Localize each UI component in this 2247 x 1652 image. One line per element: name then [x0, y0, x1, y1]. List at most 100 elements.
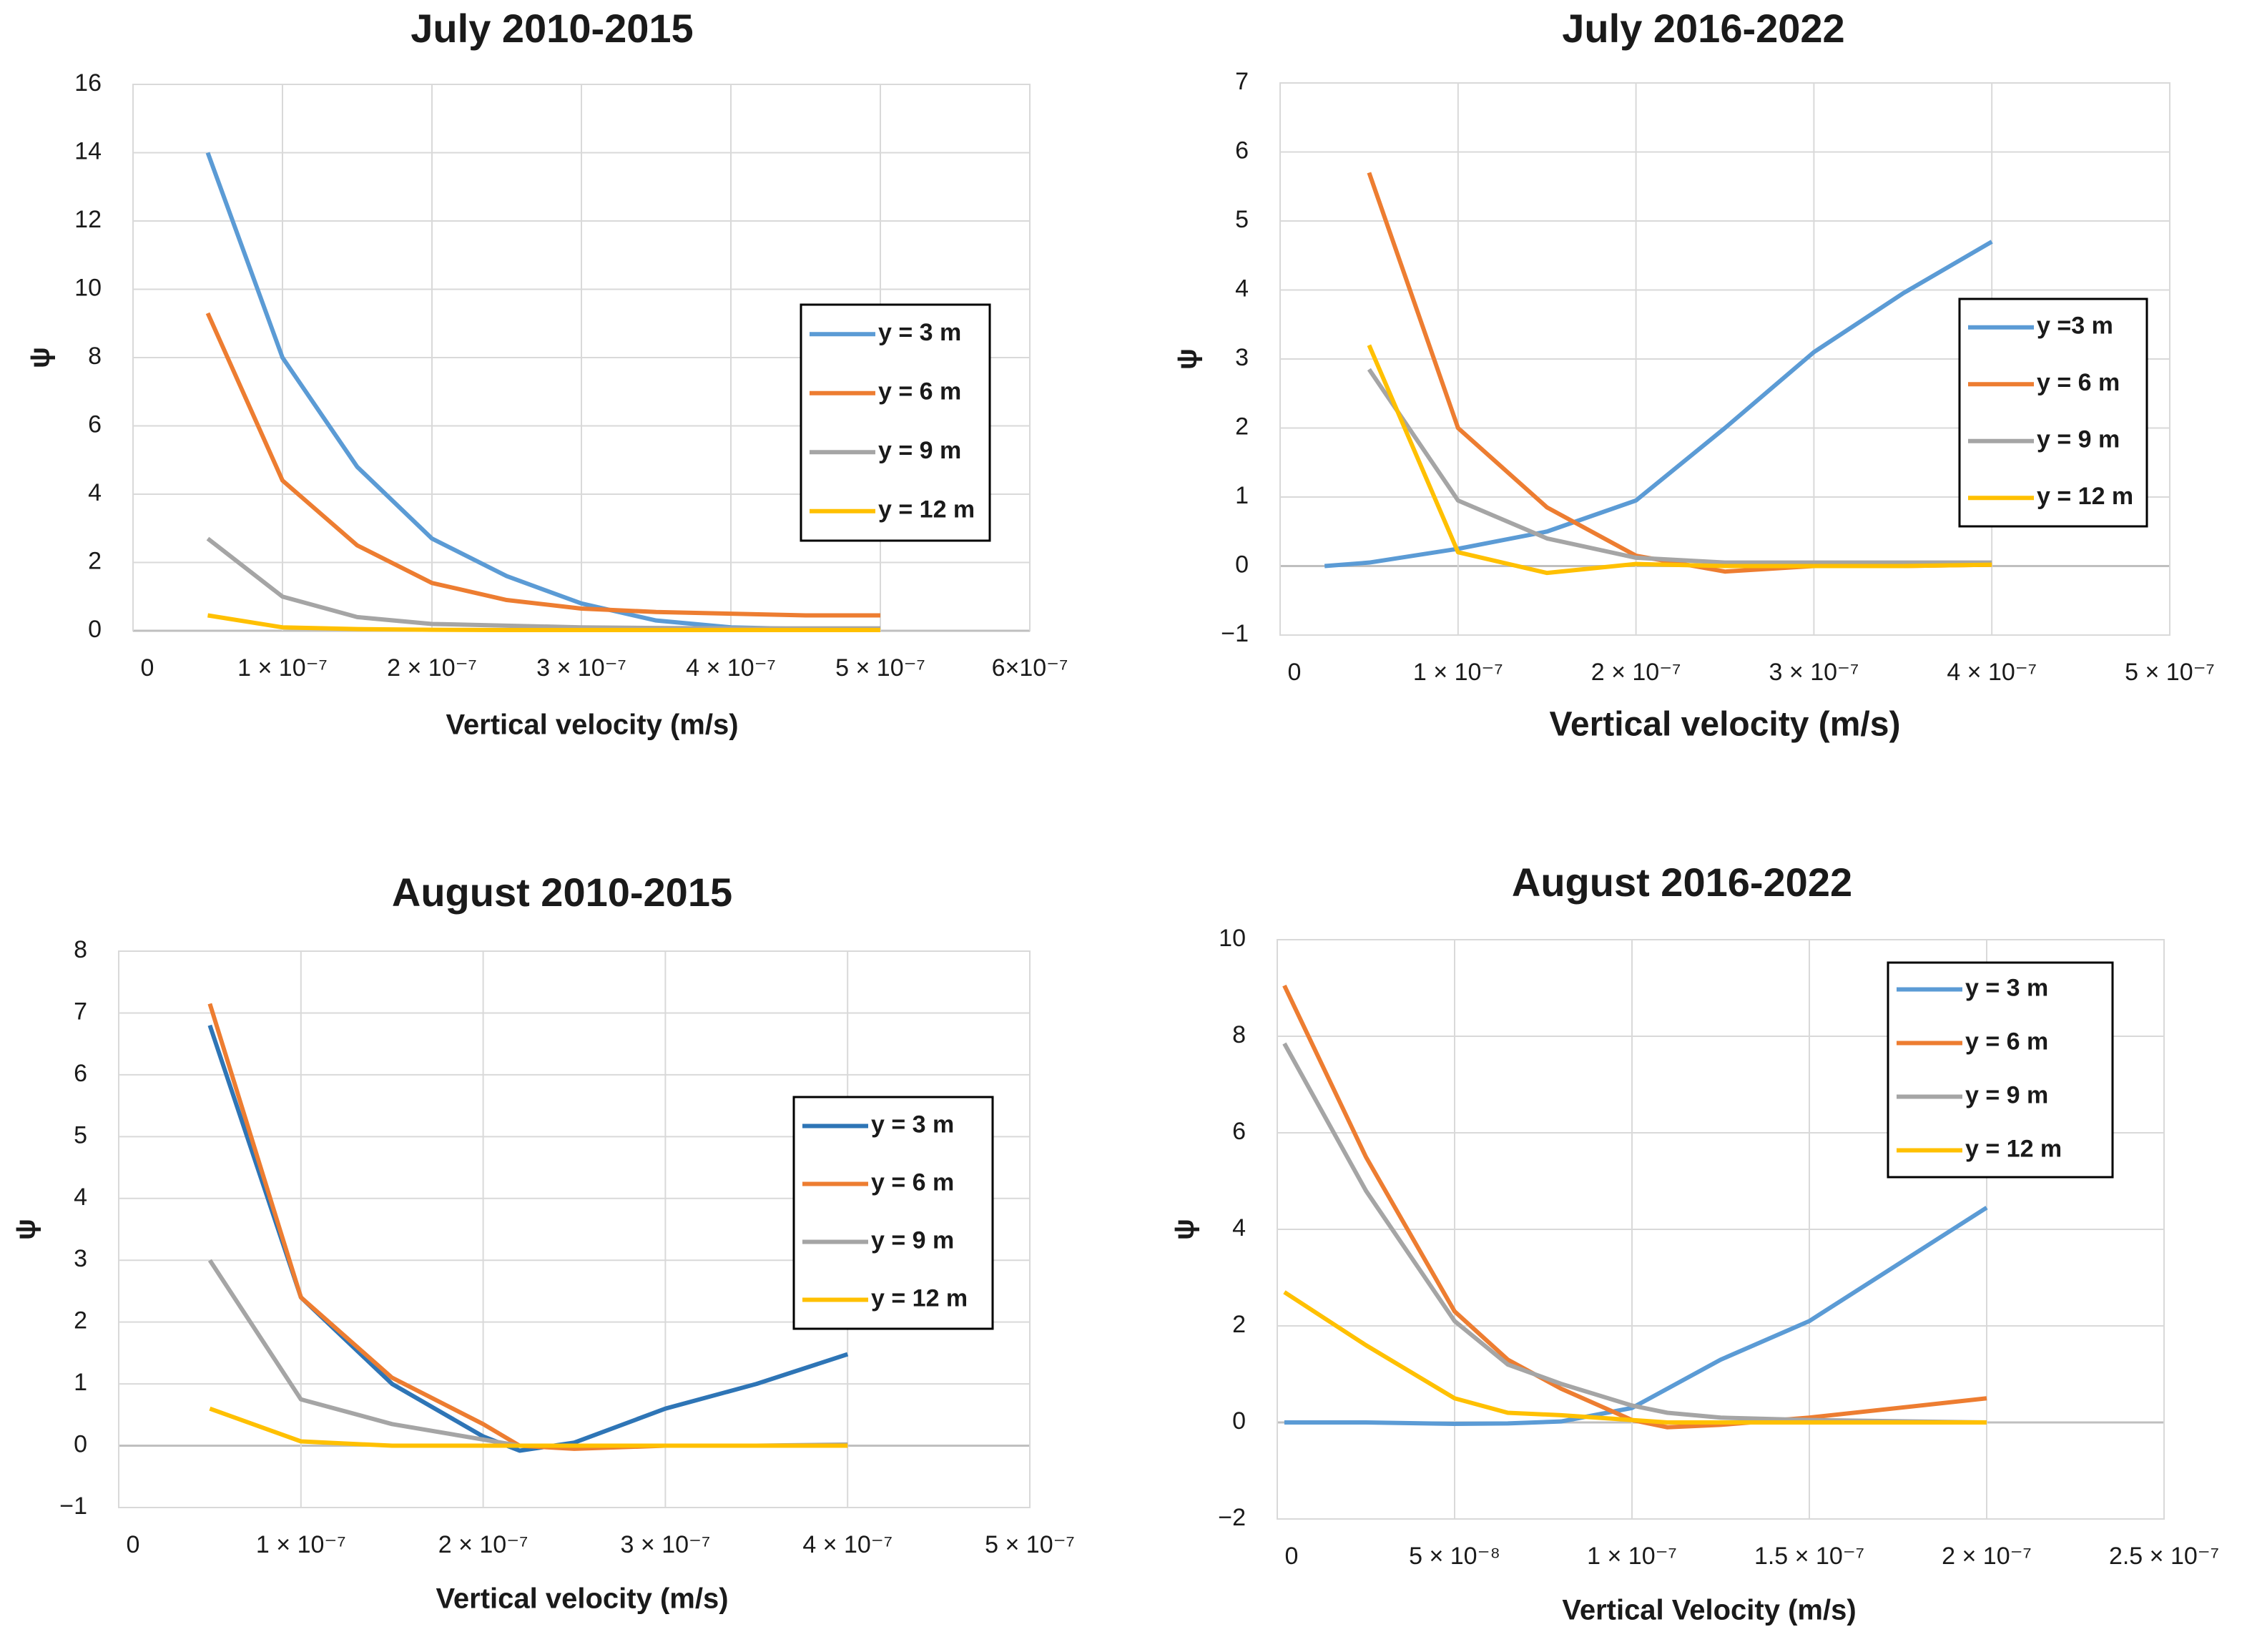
legend-label: y = 12 m: [871, 1284, 968, 1312]
y-tick-label: 0: [88, 616, 102, 643]
x-tick-label: 1 × 10⁻⁷: [1587, 1543, 1677, 1570]
series-line: [207, 613, 880, 633]
x-axis-title: Vertical Velocity (m/s): [1562, 1595, 1856, 1626]
y-tick-label: 6: [88, 410, 102, 438]
legend-label: y = 9 m: [871, 1226, 954, 1254]
series-line: [205, 312, 880, 618]
x-tick-label: 0: [127, 1531, 140, 1558]
x-tick-label: 3 × 10⁻⁷: [536, 654, 626, 682]
x-tick-label: 1 × 10⁻⁷: [237, 654, 328, 682]
y-tick-label: 4: [74, 1184, 87, 1211]
legend-label: y = 12 m: [878, 496, 975, 523]
y-tick-label: −2: [1218, 1504, 1246, 1531]
legend-label: y = 6 m: [2037, 369, 2120, 396]
series-line: [1367, 368, 1992, 565]
legend-label: y = 12 m: [2037, 483, 2133, 510]
x-tick-label: 0: [1288, 659, 1302, 686]
x-tick-label: 2 × 10⁻⁷: [387, 654, 477, 682]
series-line: [1324, 240, 1993, 569]
x-tick-label: 4 × 10⁻⁷: [686, 654, 776, 682]
legend-box: [792, 1096, 994, 1330]
y-tick-label: 6: [1232, 1118, 1246, 1145]
legend-label: y = 9 m: [2037, 426, 2120, 453]
x-tick-label: 5 × 10⁻⁸: [1409, 1543, 1500, 1570]
chart-title: August 2016-2022: [1512, 860, 1852, 905]
legend-label: y = 6 m: [871, 1169, 954, 1196]
x-tick-label: 2 × 10⁻⁷: [1942, 1543, 2032, 1570]
legend-label: y = 3 m: [1965, 974, 2048, 1001]
x-tick-label: 4 × 10⁻⁷: [802, 1531, 893, 1558]
y-tick-label: 0: [1232, 1407, 1246, 1435]
y-tick-label: 5: [1235, 206, 1249, 233]
y-tick-label: 8: [1232, 1021, 1246, 1048]
legend-label: y = 6 m: [878, 378, 961, 405]
y-axis-title: ψ: [1171, 348, 1203, 370]
series-line: [1283, 1290, 1987, 1425]
x-tick-label: 2 × 10⁻⁷: [438, 1531, 528, 1558]
y-tick-label: 2: [88, 547, 102, 574]
y-tick-label: 3: [74, 1245, 87, 1272]
x-tick-label: 5 × 10⁻⁷: [2125, 659, 2215, 686]
y-tick-label: 14: [74, 137, 102, 164]
legend-box: [1887, 961, 2114, 1179]
legend-label: y = 12 m: [1965, 1135, 2062, 1162]
y-tick-label: 7: [74, 998, 87, 1025]
y-tick-label: 1: [1235, 482, 1249, 509]
x-tick-label: 0: [1285, 1543, 1299, 1570]
y-tick-label: 16: [74, 69, 102, 97]
legend-label: y = 6 m: [1965, 1028, 2048, 1055]
y-tick-label: 1: [74, 1369, 87, 1396]
x-tick-label: 4 × 10⁻⁷: [1947, 659, 2037, 686]
x-tick-label: 2.5 × 10⁻⁷: [2109, 1543, 2219, 1570]
y-tick-label: 2: [1235, 413, 1249, 440]
y-tick-label: 0: [1235, 551, 1249, 578]
series-line: [1282, 1042, 1987, 1425]
series-line: [209, 1406, 848, 1448]
y-tick-label: 6: [74, 1060, 87, 1087]
x-tick-label: 5 × 10⁻⁷: [985, 1531, 1075, 1558]
series-line: [1367, 344, 1992, 576]
legend-box: [1958, 298, 2148, 528]
chart-title: July 2016-2022: [1562, 6, 1844, 51]
y-tick-label: 0: [74, 1431, 87, 1458]
y-tick-label: 12: [74, 206, 102, 233]
x-tick-label: 1 × 10⁻⁷: [1413, 659, 1503, 686]
y-tick-label: 10: [1219, 925, 1246, 952]
y-tick-label: 4: [88, 479, 102, 506]
y-tick-label: 7: [1235, 68, 1249, 95]
y-tick-label: 8: [88, 343, 102, 370]
y-tick-label: 2: [74, 1307, 87, 1334]
legend-label: y = 9 m: [1965, 1081, 2048, 1108]
legend-label: y = 3 m: [878, 319, 961, 346]
x-tick-label: 0: [141, 654, 154, 682]
y-tick-label: 2: [1232, 1311, 1246, 1338]
legend-label: y = 3 m: [871, 1111, 954, 1138]
chart-title: August 2010-2015: [392, 870, 732, 915]
x-axis-title: Vertical velocity (m/s): [446, 709, 738, 741]
x-tick-label: 5 × 10⁻⁷: [835, 654, 925, 682]
legend-label: y = 9 m: [878, 437, 961, 464]
x-axis-title: Vertical velocity (m/s): [436, 1583, 728, 1615]
y-tick-label: 4: [1235, 275, 1249, 302]
legend-label: y =3 m: [2037, 313, 2113, 340]
x-tick-label: 1.5 × 10⁻⁷: [1754, 1543, 1864, 1570]
legend-box: [800, 303, 991, 542]
y-tick-label: 8: [74, 936, 87, 963]
y-tick-label: 6: [1235, 137, 1249, 164]
x-tick-label: 6×10⁻⁷: [992, 654, 1068, 682]
x-tick-label: 3 × 10⁻⁷: [1769, 659, 1859, 686]
y-tick-label: −1: [1221, 620, 1249, 647]
y-tick-label: 4: [1232, 1214, 1246, 1242]
chart-title: July 2010-2015: [410, 6, 693, 51]
x-tick-label: 2 × 10⁻⁷: [1591, 659, 1681, 686]
series-line: [1284, 1206, 1988, 1427]
y-axis-title: ψ: [10, 1219, 41, 1240]
y-axis-title: ψ: [24, 347, 56, 368]
y-tick-label: 10: [74, 274, 102, 301]
y-axis-title: ψ: [1169, 1219, 1200, 1240]
y-tick-label: 5: [74, 1121, 87, 1149]
x-tick-label: 1 × 10⁻⁷: [256, 1531, 346, 1558]
x-tick-label: 3 × 10⁻⁷: [621, 1531, 711, 1558]
